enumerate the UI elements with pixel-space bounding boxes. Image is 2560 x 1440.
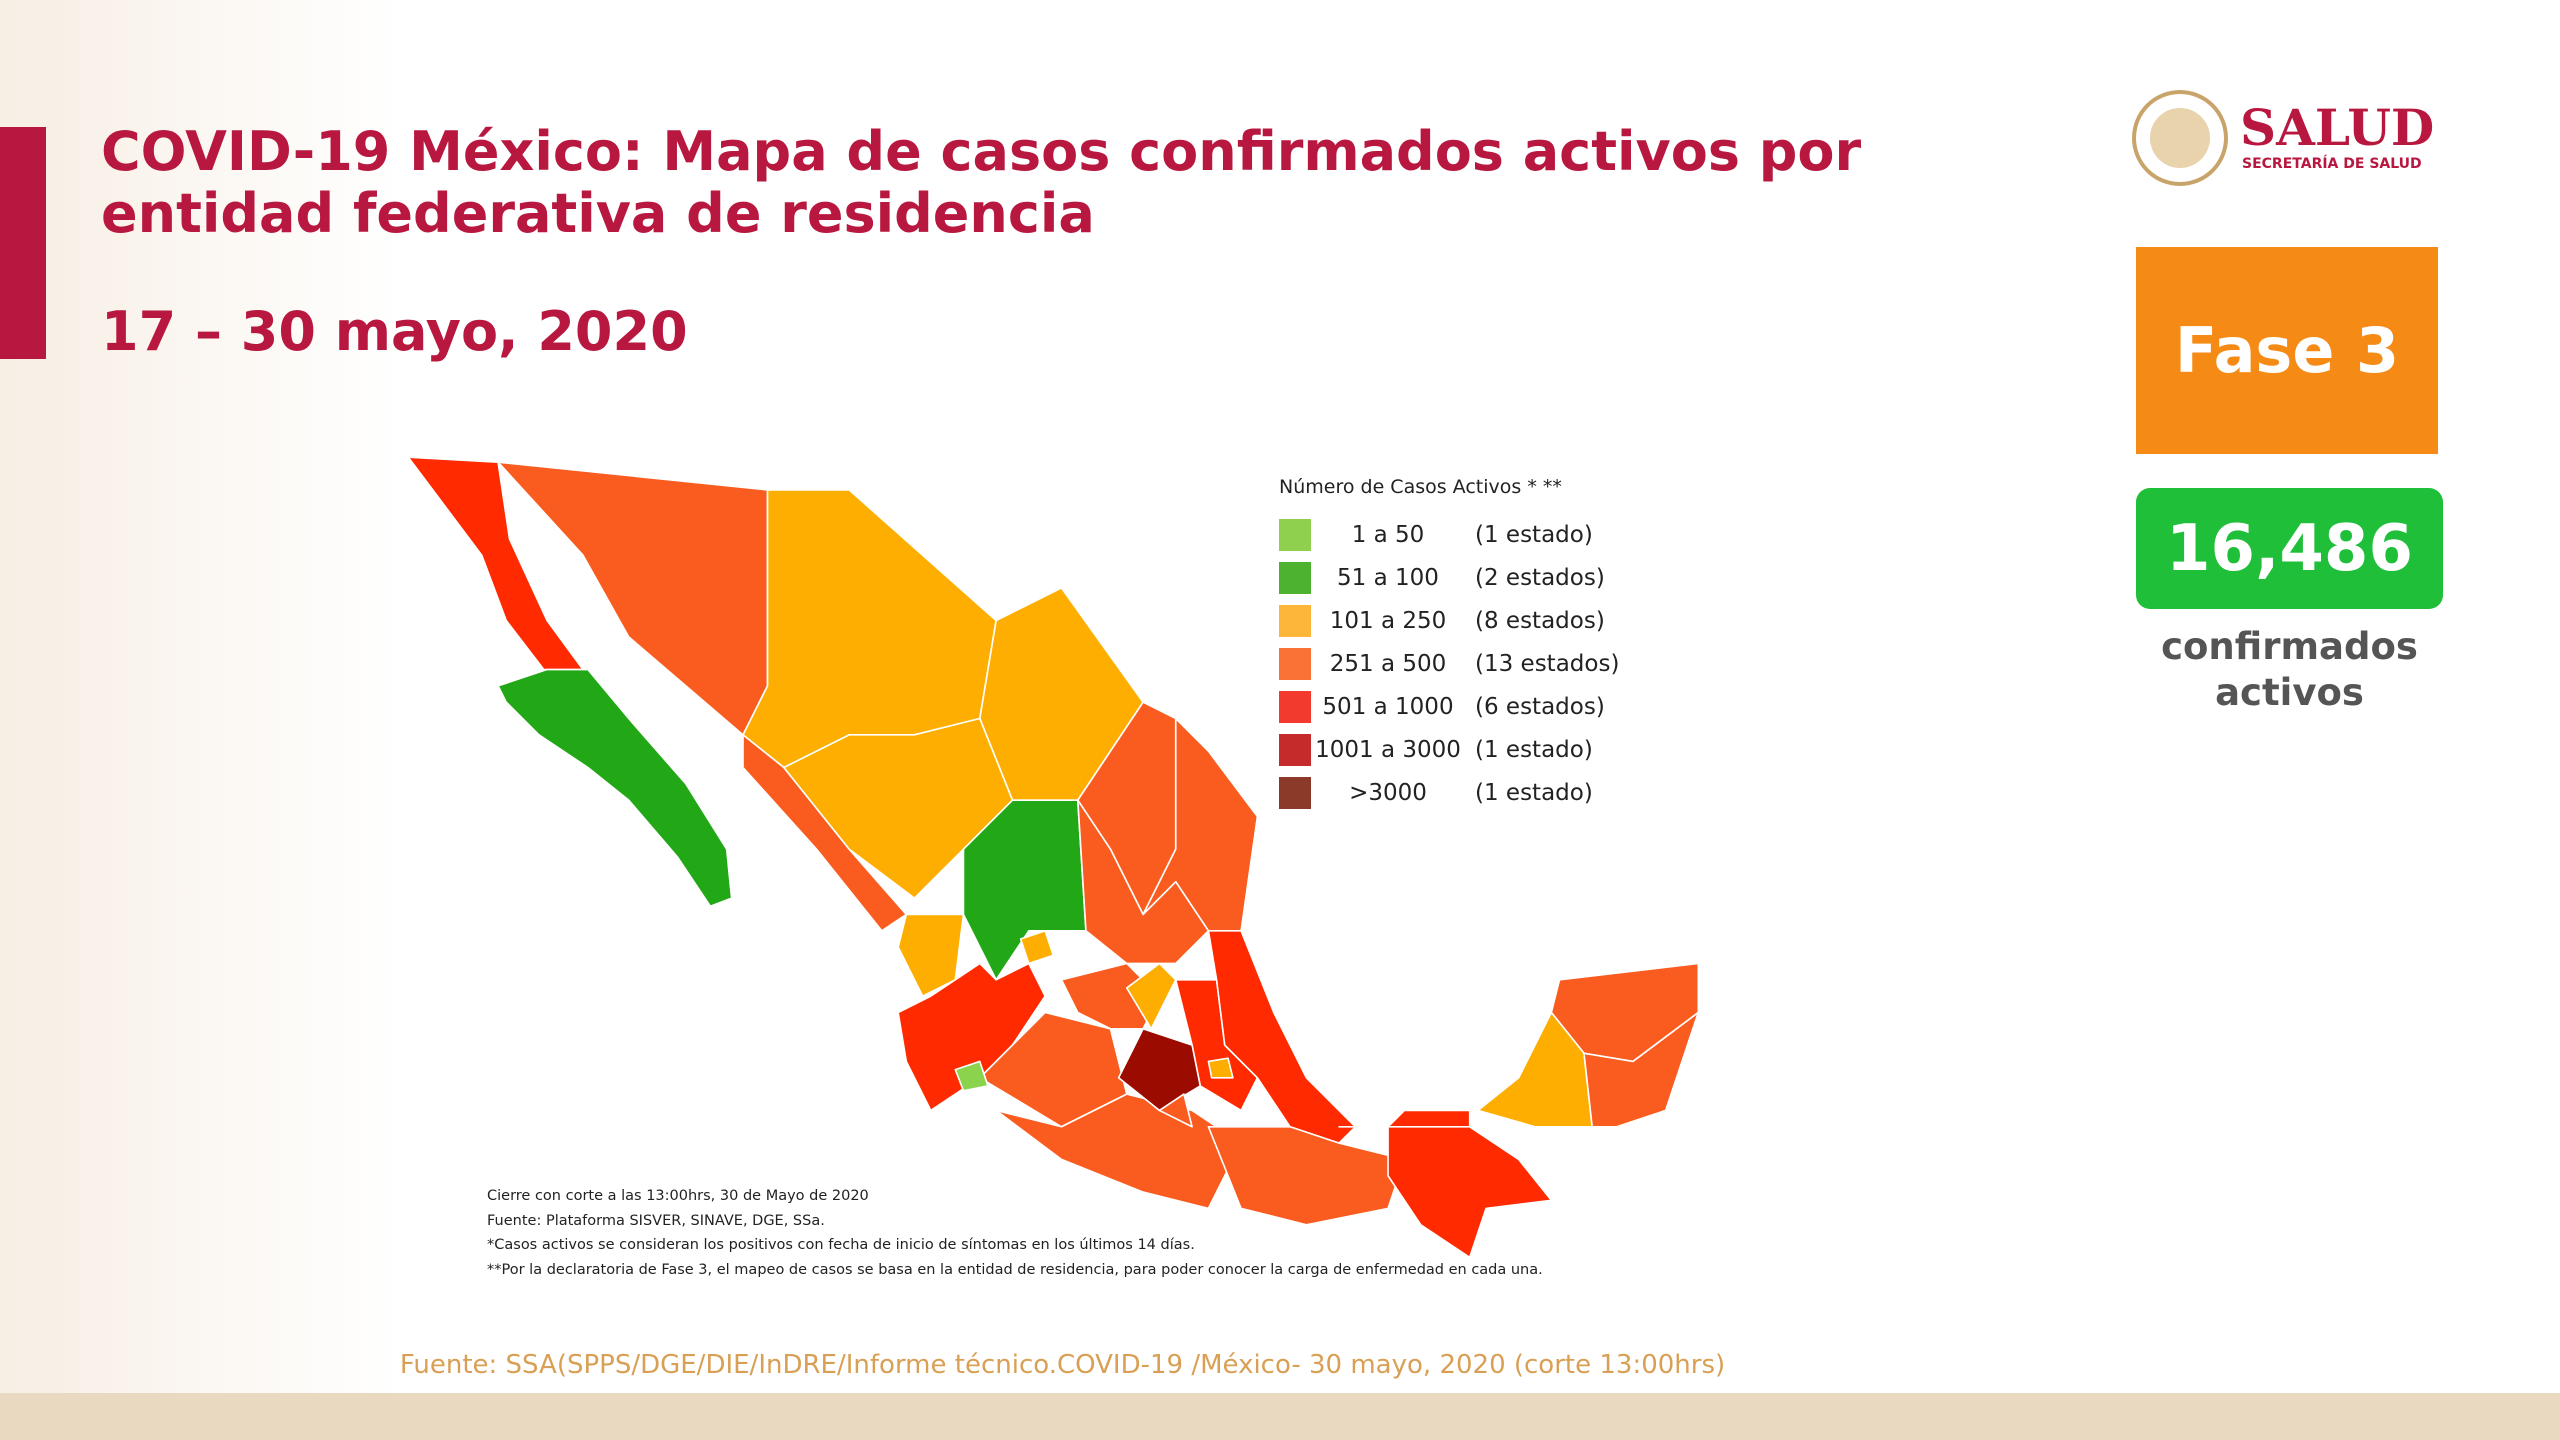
legend-range: 251 a 500: [1329, 651, 1447, 677]
background-left: [0, 0, 400, 1393]
source: Fuente: SSA(SPPS/DGE/DIE/InDRE/Informe t…: [399, 1350, 1726, 1380]
title: entidad federativa de residencia: [101, 182, 1095, 245]
logo-name: SALUD: [2240, 98, 2435, 157]
state: [1019, 929, 1055, 965]
legend-range: >3000: [1349, 780, 1427, 806]
logo-subtitle: SECRETARÍA DE SALUD: [2242, 156, 2422, 172]
phase-box: Fase 3: [2136, 247, 2438, 454]
legend-count: (1 estado): [1475, 780, 1593, 806]
state: [1387, 1125, 1553, 1259]
legend-range: 501 a 1000: [1322, 694, 1454, 720]
state: [1207, 929, 1357, 1144]
logo-emblem: [2132, 90, 2228, 186]
legend-swatch: [1279, 519, 1311, 551]
legend-swatch: [1279, 734, 1311, 766]
accent-bar: [0, 127, 46, 359]
state: [1583, 1011, 1700, 1128]
legend-swatch: [1279, 605, 1311, 637]
state: [1158, 1093, 1193, 1128]
state: [897, 962, 1046, 1112]
total-label: activos: [2215, 671, 2364, 714]
note: **Por la declaratoria de Fase 3, el mape…: [487, 1261, 1543, 1278]
note: *Casos activos se consideran los positiv…: [487, 1237, 1195, 1253]
state: [1207, 1125, 1406, 1226]
footer-band: [0, 1393, 2560, 1440]
legend-count: (2 estados): [1475, 565, 1605, 591]
state: [1207, 1057, 1234, 1079]
legend-swatch: [1279, 562, 1311, 594]
state: [497, 668, 733, 908]
legend-range: 1 a 50: [1351, 522, 1425, 548]
state: [1125, 962, 1177, 1030]
legend-swatch: [1279, 777, 1311, 809]
title: COVID-19 México: Mapa de casos confirmad…: [101, 120, 1862, 183]
legend-swatch: [1279, 648, 1311, 680]
state: [897, 913, 965, 997]
state: [954, 1060, 989, 1092]
legend-count: (8 estados): [1475, 608, 1605, 634]
state: [1117, 1027, 1202, 1112]
legend-count: (6 estados): [1475, 694, 1605, 720]
legend-count: (1 estado): [1475, 737, 1593, 763]
legend-title: Número de Casos Activos * **: [1279, 476, 1562, 498]
state: [978, 1011, 1128, 1128]
legend-range: 51 a 100: [1337, 565, 1439, 591]
state: [962, 799, 1087, 981]
note: Cierre con corte a las 13:00hrs, 30 de M…: [487, 1188, 869, 1204]
legend-range: 101 a 250: [1329, 608, 1447, 634]
total-label: confirmados: [2161, 625, 2418, 668]
date-range: 17 – 30 mayo, 2020: [101, 300, 688, 363]
legend-count: (13 estados): [1475, 651, 1620, 677]
legend-count: (1 estado): [1475, 522, 1593, 548]
total-box: 16,486: [2136, 488, 2443, 609]
state: [995, 1093, 1242, 1210]
state: [1338, 1109, 1471, 1128]
legend-swatch: [1279, 691, 1311, 723]
map: [407, 456, 1700, 1259]
legend-range: 1001 a 3000: [1315, 737, 1461, 763]
note: Fuente: Plataforma SISVER, SINAVE, DGE, …: [487, 1212, 825, 1229]
